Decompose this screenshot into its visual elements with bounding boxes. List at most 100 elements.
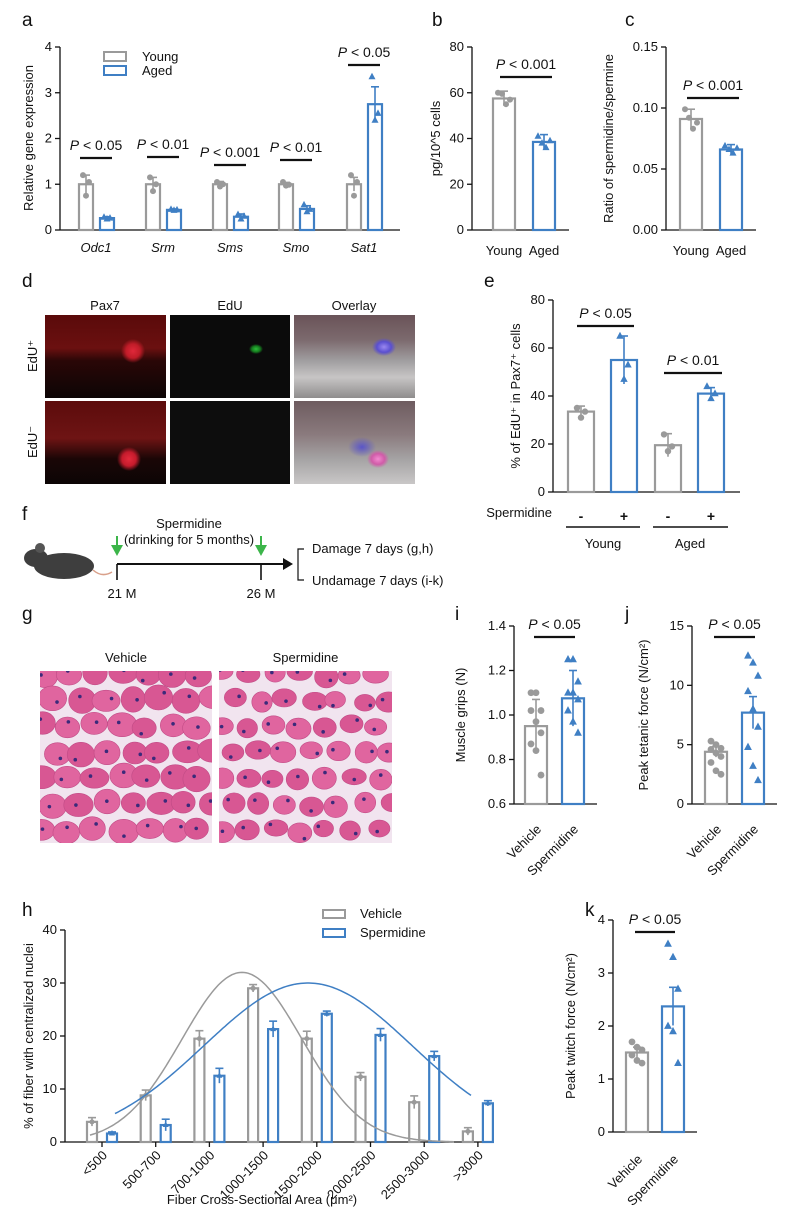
he-texture: [219, 671, 392, 843]
he-fiber: [66, 742, 96, 768]
a-y-tick-label: 4: [45, 39, 52, 54]
he-nucleus: [40, 717, 43, 721]
h-point: [89, 1119, 95, 1125]
a-legend-aged: Aged: [142, 63, 172, 78]
pax7-image-bottom: [45, 401, 166, 484]
edu-image-top: [170, 315, 290, 398]
j-point: [717, 744, 725, 752]
panel-label-d: d: [22, 271, 33, 292]
he-nucleus: [264, 701, 268, 705]
c-point: [721, 141, 729, 149]
he-fiber: [299, 796, 324, 817]
he-nucleus: [242, 729, 246, 734]
a-point: [303, 207, 311, 215]
he-nucleus: [241, 825, 246, 830]
he-fiber: [369, 769, 392, 791]
he-nucleus: [355, 718, 359, 722]
he-nucleus: [138, 752, 143, 757]
k-point: [664, 1021, 672, 1029]
he-fiber: [244, 740, 272, 760]
he-nucleus: [171, 721, 175, 726]
a-sig-3-label: P < 0.01: [270, 139, 323, 155]
panel-label-b: b: [432, 10, 443, 31]
h-bar-spermidine: [267, 1028, 280, 1144]
he-nucleus: [342, 672, 347, 676]
b-y-tick-label: 60: [450, 85, 464, 100]
he-nucleus: [186, 803, 191, 808]
e-y-tick-label: 60: [531, 340, 545, 355]
j-point: [717, 753, 725, 760]
e-point: [668, 443, 676, 450]
a-legend-swatch-young: [103, 51, 127, 62]
c-bar-young: [678, 117, 704, 232]
b-point: [499, 90, 505, 97]
j-point: [712, 741, 720, 749]
he-fiber: [40, 793, 67, 819]
b-point: [538, 139, 546, 146]
he-nucleus: [94, 720, 99, 724]
f-arrow-end-icon: [255, 545, 267, 556]
b-x-label-aged: Aged: [529, 243, 559, 258]
j-point: [712, 749, 720, 757]
he-nucleus: [321, 730, 325, 734]
he-nucleus: [331, 703, 335, 708]
i-point: [574, 695, 582, 703]
i-point: [564, 706, 572, 714]
he-fiber: [40, 711, 56, 735]
he-nucleus: [192, 774, 196, 779]
he-fiber: [326, 740, 351, 762]
f-bracket: [297, 548, 304, 581]
he-nucleus: [226, 797, 230, 802]
he-nucleus: [55, 700, 59, 704]
b-point: [503, 101, 509, 108]
e-point: [660, 431, 668, 438]
he-fiber: [53, 765, 81, 789]
he-nucleus: [378, 773, 383, 777]
k-y-tick-label: 2: [598, 1018, 605, 1033]
a-point: [214, 178, 220, 185]
he-fiber: [182, 716, 211, 740]
h-x-label: >3000: [450, 1148, 486, 1184]
he-fiber: [261, 715, 286, 735]
j-y-tick-label: 15: [670, 618, 684, 633]
e-point: [620, 375, 628, 382]
he-nucleus: [266, 722, 271, 726]
b-bar-young: [491, 97, 517, 232]
he-nucleus: [220, 829, 225, 834]
h-bar-vehicle: [193, 1037, 206, 1144]
f-mouse-icon: [34, 553, 94, 579]
he-nucleus: [73, 757, 78, 762]
a-y-tick-label: 0: [45, 222, 52, 237]
he-nucleus: [179, 824, 183, 829]
panel-label-f: f: [22, 504, 28, 525]
c-y-label: Ratio of spermidine/spermine: [601, 54, 616, 223]
he-nucleus: [196, 725, 200, 729]
h-point: [431, 1052, 438, 1059]
he-nucleus: [331, 747, 335, 752]
he-texture: [40, 671, 212, 843]
panel-label-h: h: [22, 900, 33, 921]
h-y-tick-label: 30: [43, 975, 57, 990]
he-nucleus: [330, 800, 335, 805]
b-y-tick-label: 20: [450, 176, 464, 191]
he-nucleus: [116, 720, 121, 725]
a-point: [234, 210, 242, 217]
h-legend-spermidine: Spermidine: [360, 925, 426, 940]
c-point: [733, 144, 741, 151]
he-fiber: [234, 819, 260, 841]
f-outcome-undamage: Undamage 7 days (i-k): [312, 573, 444, 588]
panel-label-a: a: [22, 10, 33, 31]
h-bar-spermidine: [320, 1012, 333, 1144]
he-fiber: [271, 688, 297, 708]
j-point: [754, 671, 762, 679]
col-title-overlay: Overlay: [331, 298, 377, 313]
h-x-label: 700-1000: [168, 1148, 217, 1197]
he-nucleus: [105, 799, 109, 803]
he-nucleus: [328, 678, 333, 683]
i-point: [527, 689, 535, 697]
he-fiber: [339, 820, 361, 841]
h-bar-spermidine: [481, 1102, 494, 1144]
c-sig-label: P < 0.001: [683, 77, 744, 93]
he-fiber: [236, 671, 261, 683]
a-sig-1-label: P < 0.01: [137, 136, 190, 152]
